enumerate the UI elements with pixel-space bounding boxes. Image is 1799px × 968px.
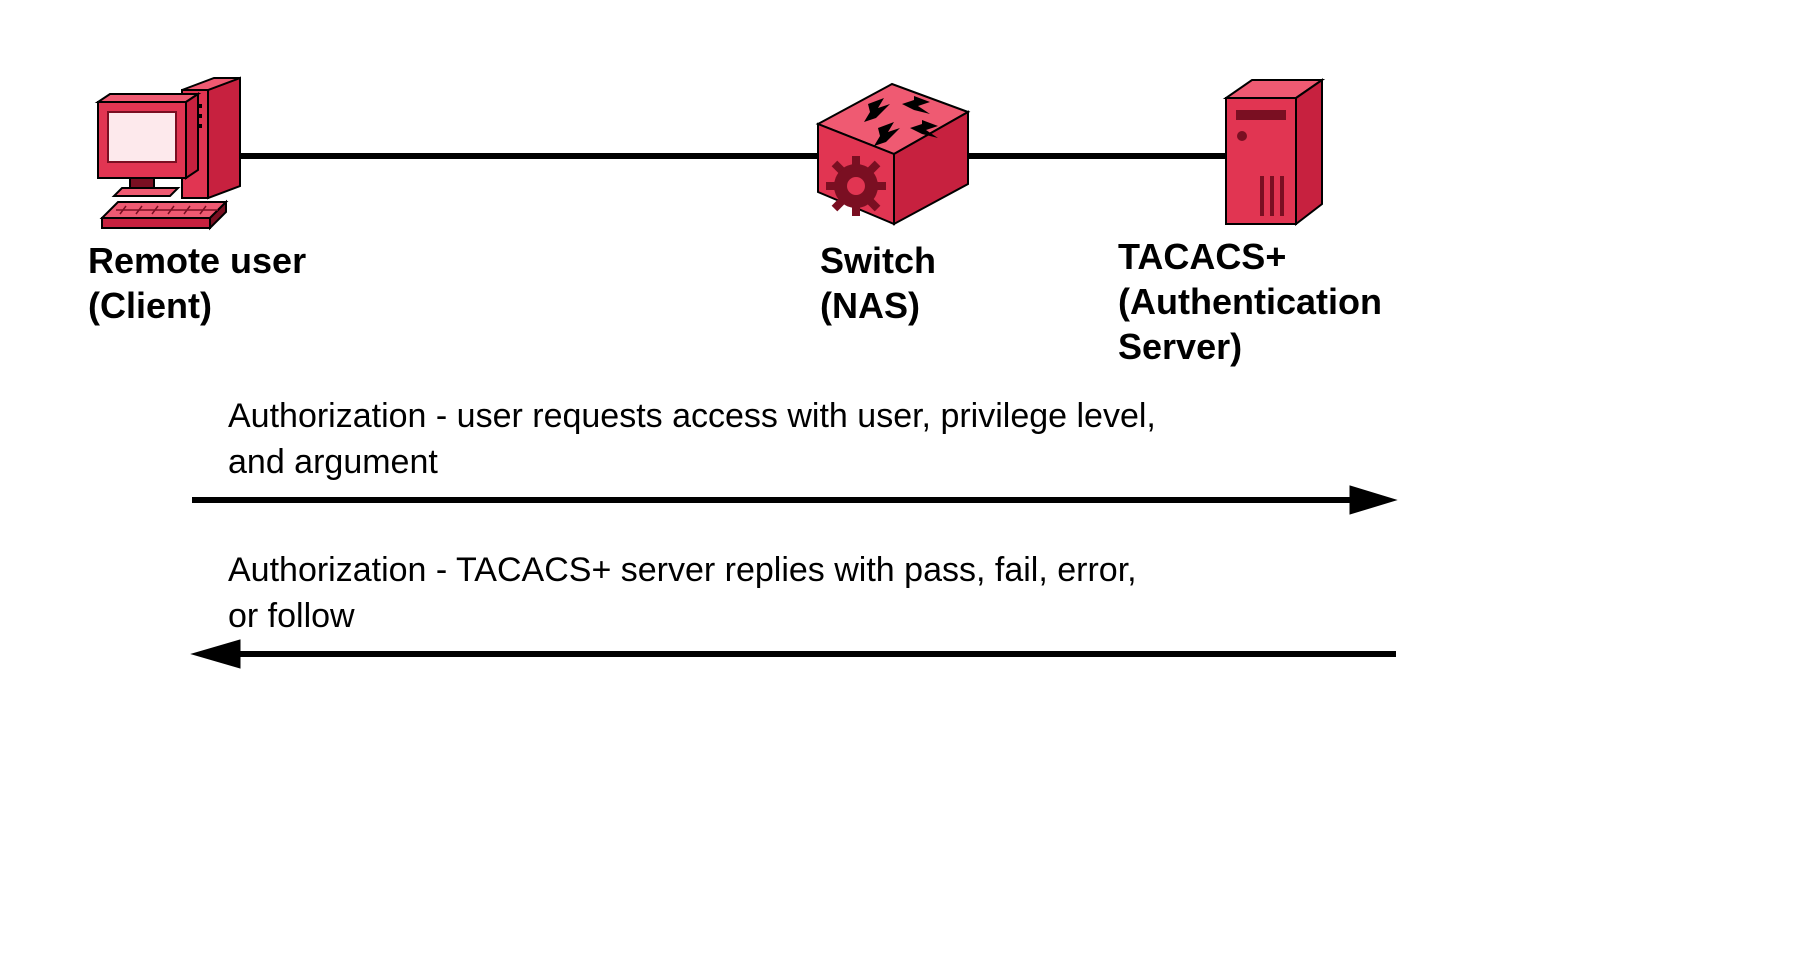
auth-reply-arrow-head — [192, 640, 240, 668]
switch-cube-icon — [818, 84, 968, 224]
auth-request-label: Authorization - user requests access wit… — [228, 394, 1358, 486]
client-label: Remote user (Client) — [88, 238, 408, 328]
tacacs-label: TACACS+ (Authentication Server) — [1118, 234, 1478, 369]
switch-label: Switch (NAS) — [820, 238, 1060, 328]
client-computer-icon — [98, 78, 240, 228]
auth-reply-label: Authorization - TACACS+ server replies w… — [228, 548, 1358, 640]
auth-request-arrow-head — [1350, 486, 1396, 514]
tacacs-server-icon — [1226, 80, 1322, 224]
diagram-canvas: Remote user (Client) Switch (NAS) TACACS… — [0, 0, 1799, 968]
